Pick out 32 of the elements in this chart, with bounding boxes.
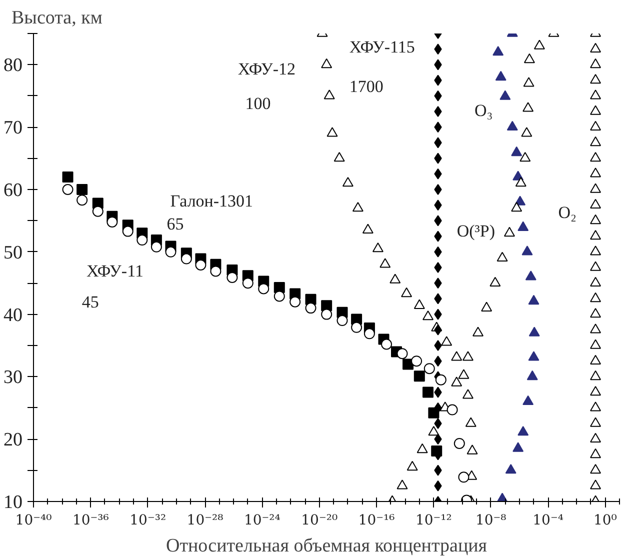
x-tick-label: 10⁻¹² (415, 512, 452, 528)
x-tick-label: 10⁻²⁸ (186, 512, 224, 528)
x-tick-label: 10⁻⁸ (475, 512, 507, 528)
series-label: ХФУ-12 (238, 60, 296, 79)
x-tick-label: 10⁻⁴ (532, 512, 564, 528)
y-axis-title: Высота, км (12, 8, 102, 28)
y-tick-label: 60 (4, 180, 22, 201)
x-tick-label: 10⁰ (593, 512, 618, 528)
y-tick-label: 30 (4, 367, 22, 388)
series-label: O(³P) (456, 221, 496, 240)
annotation: 45 (82, 292, 99, 312)
x-tick-label: 10⁻²⁰ (301, 512, 338, 528)
y-tick-label: 70 (4, 118, 22, 139)
annotation: 100 (245, 94, 271, 113)
y-tick-label: 50 (4, 242, 22, 264)
series-label: ХФУ-115 (349, 38, 415, 57)
series-label: O₃ (474, 101, 493, 120)
x-tick-label: 10⁻³⁶ (72, 512, 110, 528)
x-tick-label: 10⁻³² (130, 512, 166, 528)
y-tick-label: 20 (4, 430, 22, 451)
x-axis-title: Относительная объемная концентрация (166, 536, 488, 556)
x-tick-label: 10⁻⁴⁰ (15, 512, 52, 528)
x-tick-label: 10⁻²⁴ (244, 512, 281, 528)
series-label: ХФУ-11 (86, 262, 144, 281)
series-label: O₂ (558, 202, 576, 222)
annotation: 1700 (349, 76, 384, 96)
y-tick-label: 40 (4, 304, 22, 326)
y-tick-label: 10 (4, 492, 22, 513)
y-tick-label: 80 (4, 55, 22, 76)
series-label: Галон-1301 (170, 192, 254, 211)
annotation: 65 (166, 214, 184, 234)
x-tick-label: 10⁻¹⁶ (358, 512, 396, 528)
